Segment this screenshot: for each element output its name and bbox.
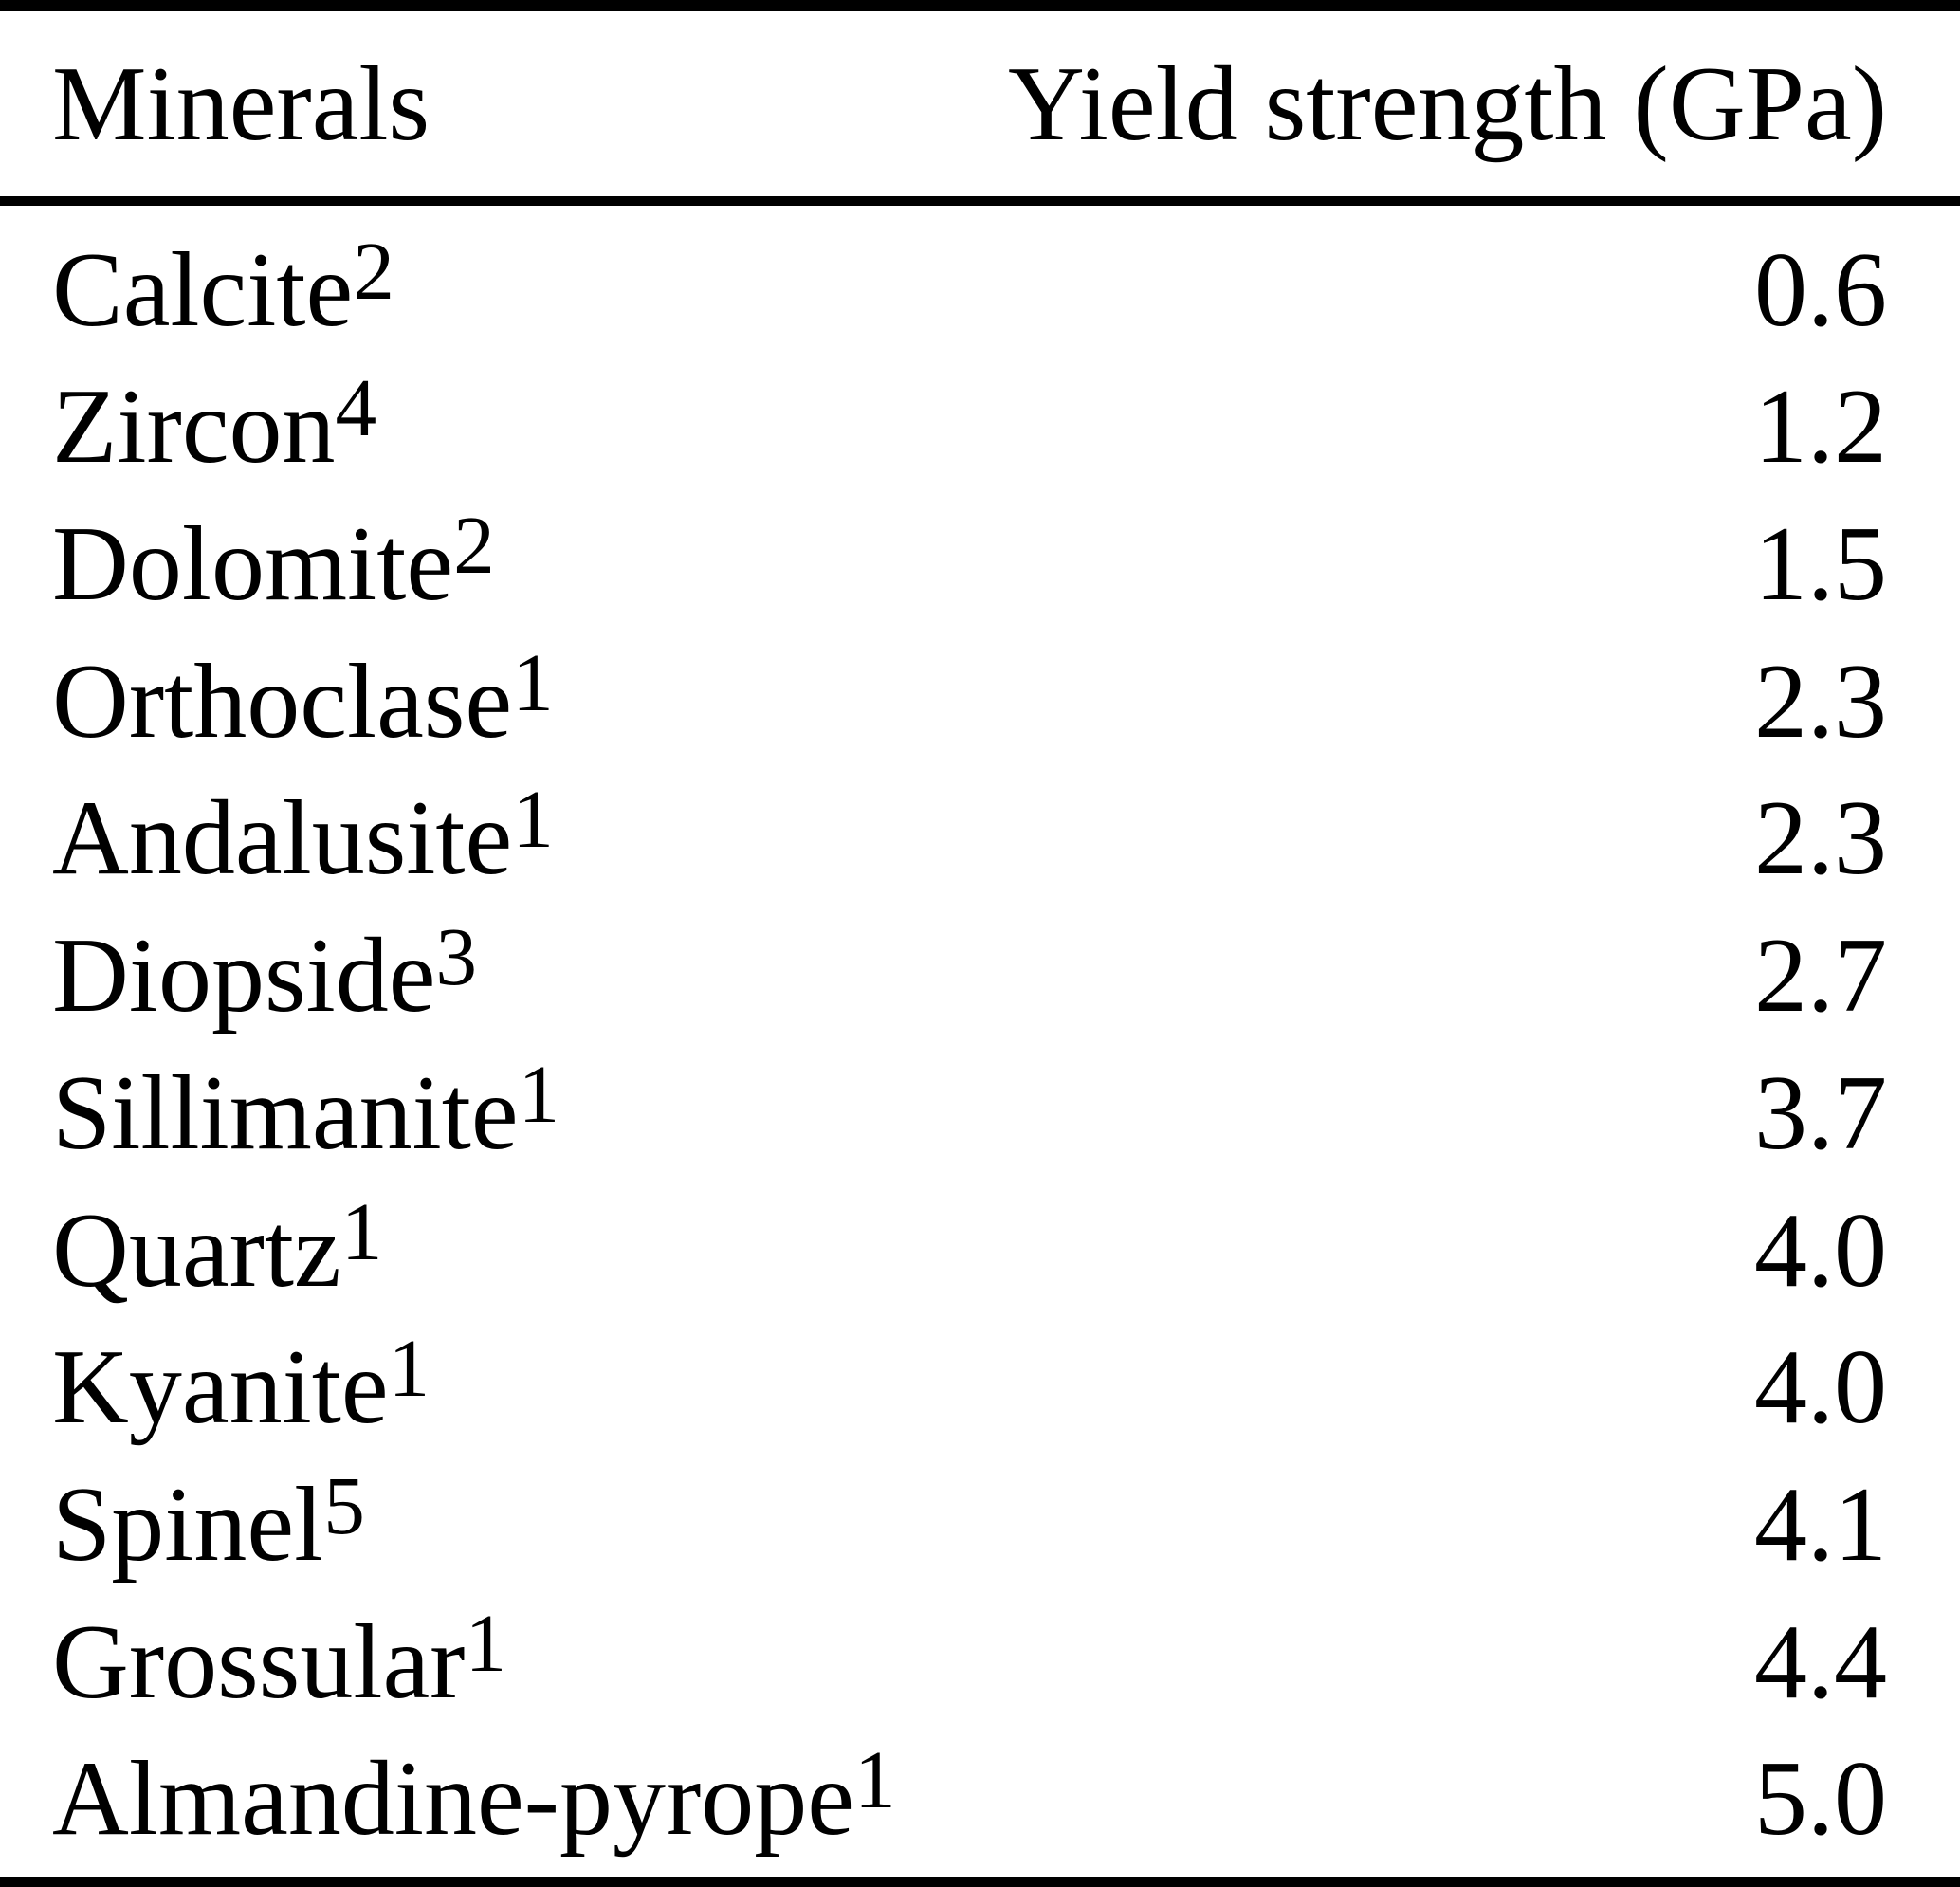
mineral-name: Quartz xyxy=(52,1191,341,1310)
mineral-reference-superscript: 3 xyxy=(435,910,478,1003)
yield-strength-value: 5.0 xyxy=(1754,1740,1887,1859)
mineral-reference-superscript: 1 xyxy=(388,1322,430,1415)
mineral-cell: Zircon4 xyxy=(0,366,376,480)
yield-strength-value: 2.3 xyxy=(1754,779,1887,898)
mineral-cell: Kyanite1 xyxy=(0,1327,430,1440)
mineral-name: Andalusite xyxy=(52,779,513,898)
mineral-name: Spinel xyxy=(52,1465,324,1584)
column-header-minerals: Minerals xyxy=(52,45,430,163)
mineral-cell: Sillimanite1 xyxy=(0,1053,559,1166)
mineral-reference-superscript: 1 xyxy=(512,635,554,728)
table-row: Sillimanite1 3.7 xyxy=(0,1029,1960,1166)
mineral-name: Sillimanite xyxy=(52,1053,519,1172)
mineral-reference-superscript: 1 xyxy=(340,1184,383,1277)
yield-strength-value: 2.7 xyxy=(1754,917,1887,1035)
yield-strength-value: 1.5 xyxy=(1754,505,1887,624)
mineral-reference-superscript: 4 xyxy=(335,361,377,454)
mineral-reference-superscript: 5 xyxy=(323,1458,365,1551)
mineral-name: Calcite xyxy=(52,230,354,349)
table-row: Diopside3 2.7 xyxy=(0,891,1960,1029)
mineral-name: Diopside xyxy=(52,917,436,1035)
mineral-reference-superscript: 2 xyxy=(453,499,495,592)
table-header-separator-rule xyxy=(0,196,1960,206)
table-row: Kyanite1 4.0 xyxy=(0,1304,1960,1447)
mineral-name: Zircon xyxy=(52,368,336,486)
mineral-name: Orthoclase xyxy=(52,642,513,760)
mineral-reference-superscript: 1 xyxy=(853,1733,896,1826)
mineral-cell: Orthoclase1 xyxy=(0,641,554,755)
mineral-reference-superscript: 1 xyxy=(465,1596,507,1689)
table-row: Calcite2 0.6 xyxy=(0,206,1960,343)
table-row: Spinel5 4.1 xyxy=(0,1440,1960,1578)
mineral-name: Kyanite xyxy=(52,1328,389,1447)
table-top-rule xyxy=(0,0,1960,11)
table-row: Grossular1 4.4 xyxy=(0,1578,1960,1721)
table-row: Dolomite2 1.5 xyxy=(0,480,1960,617)
mineral-cell: Quartz1 xyxy=(0,1189,382,1303)
mineral-cell: Dolomite2 xyxy=(0,504,495,617)
yield-strength-value: 0.6 xyxy=(1754,230,1887,349)
mineral-cell: Calcite2 xyxy=(0,229,394,343)
mineral-name: Dolomite xyxy=(52,505,454,624)
mineral-reference-superscript: 2 xyxy=(353,224,394,317)
yield-strength-value: 4.1 xyxy=(1754,1465,1887,1584)
mineral-cell: Grossular1 xyxy=(0,1601,506,1714)
yield-strength-value: 4.4 xyxy=(1754,1603,1887,1721)
table-row: Quartz1 4.0 xyxy=(0,1166,1960,1310)
column-header-yield-strength: Yield strength (GPa) xyxy=(1008,45,1887,163)
table-row: Almandine-pyrope1 5.0 xyxy=(0,1715,1960,1859)
mineral-name: Grossular xyxy=(52,1603,466,1721)
mineral-cell: Spinel5 xyxy=(0,1464,365,1578)
yield-strength-value: 2.3 xyxy=(1754,642,1887,760)
yield-strength-value: 4.0 xyxy=(1754,1328,1887,1447)
mineral-cell: Almandine-pyrope1 xyxy=(0,1738,896,1852)
table-row: Zircon4 1.2 xyxy=(0,343,1960,486)
yield-strength-value: 1.2 xyxy=(1754,368,1887,486)
table-header-row: Minerals Yield strength (GPa) xyxy=(0,11,1960,196)
table-body: Calcite2 0.6 Zircon4 1.2 Dolomite2 1.5 O… xyxy=(0,206,1960,1859)
mineral-cell: Andalusite1 xyxy=(0,778,554,891)
mineral-reference-superscript: 1 xyxy=(512,773,554,866)
table-bottom-rule xyxy=(0,1877,1960,1887)
table-row: Andalusite1 2.3 xyxy=(0,755,1960,898)
yield-strength-value: 3.7 xyxy=(1754,1053,1887,1172)
yield-strength-value: 4.0 xyxy=(1754,1191,1887,1310)
mineral-name: Almandine-pyrope xyxy=(52,1740,854,1859)
mineral-cell: Diopside3 xyxy=(0,915,477,1029)
table-row: Orthoclase1 2.3 xyxy=(0,617,1960,755)
mineral-reference-superscript: 1 xyxy=(518,1047,560,1140)
